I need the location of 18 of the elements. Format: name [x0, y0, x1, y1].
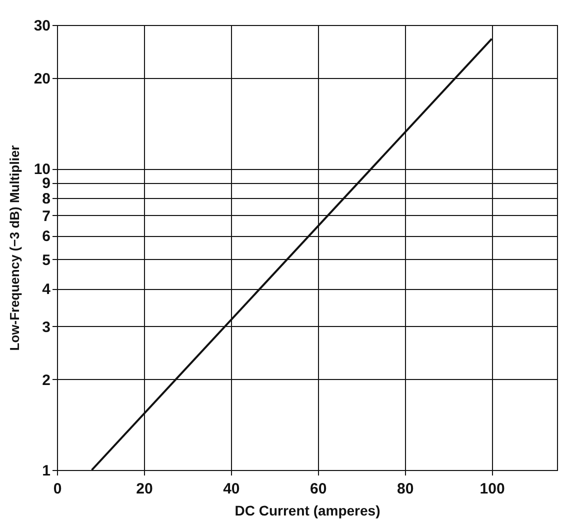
- x-tick-label: 20: [136, 480, 153, 498]
- y-tick-label: 30: [34, 18, 50, 34]
- y-tick-label: 2: [42, 372, 50, 389]
- y-tick-label: 20: [34, 70, 50, 88]
- x-tick-label: 100: [480, 480, 505, 498]
- y-tick-label: 6: [42, 228, 50, 246]
- y-tick-label: 8: [42, 190, 50, 208]
- x-tick-label: 60: [310, 480, 327, 498]
- y-tick-label: 7: [42, 208, 50, 225]
- y-tick-label: 1: [42, 462, 50, 480]
- x-tick-label: 80: [396, 480, 414, 498]
- y-axis-title: Low-Frequency (−3 dB) Multiplier: [6, 145, 22, 351]
- y-tick-label: 5: [42, 252, 50, 269]
- x-tick-label: 40: [223, 480, 240, 498]
- y-tick-label: 3: [42, 318, 50, 336]
- x-axis-title: DC Current (amperes): [234, 502, 380, 518]
- x-tick-label: 0: [53, 480, 62, 498]
- y-tick-label: 4: [42, 281, 52, 298]
